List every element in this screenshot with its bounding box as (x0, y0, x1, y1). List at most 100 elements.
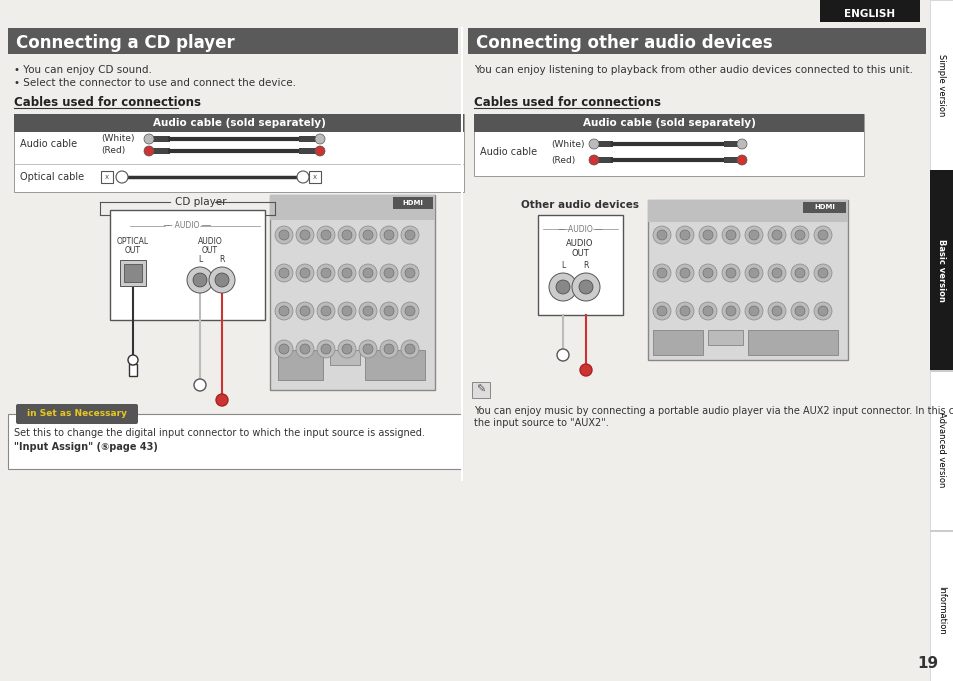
Circle shape (384, 306, 394, 316)
Circle shape (405, 306, 415, 316)
Text: ── AUDIO ──: ── AUDIO ── (163, 221, 211, 230)
Bar (110, 210, 265, 320)
Text: • Select the connector to use and connect the device.: • Select the connector to use and connec… (14, 78, 295, 88)
Circle shape (725, 230, 735, 240)
Bar (537, 215, 622, 315)
Text: Cables used for connections: Cables used for connections (474, 96, 660, 109)
Circle shape (144, 134, 153, 144)
Circle shape (320, 230, 331, 240)
Circle shape (679, 230, 689, 240)
Circle shape (379, 302, 397, 320)
Bar (468, 28, 925, 54)
Circle shape (556, 280, 569, 294)
Bar (129, 364, 137, 376)
Bar (474, 114, 863, 132)
Circle shape (548, 273, 577, 301)
Circle shape (400, 302, 418, 320)
Circle shape (299, 344, 310, 354)
Circle shape (128, 355, 138, 365)
Circle shape (790, 302, 808, 320)
Circle shape (657, 230, 666, 240)
Circle shape (405, 344, 415, 354)
Circle shape (721, 302, 740, 320)
Circle shape (209, 267, 234, 293)
Circle shape (702, 268, 712, 278)
Circle shape (679, 306, 689, 316)
Text: R: R (582, 261, 588, 270)
Circle shape (579, 364, 592, 376)
Circle shape (790, 226, 808, 244)
Circle shape (341, 268, 352, 278)
Circle shape (721, 226, 740, 244)
Circle shape (400, 226, 418, 244)
Text: x: x (313, 174, 316, 180)
Text: Advanced version: Advanced version (937, 412, 945, 488)
Circle shape (702, 306, 712, 316)
Text: Optical cable: Optical cable (20, 172, 84, 182)
Text: Audio cable: Audio cable (20, 139, 77, 149)
Bar (309, 171, 320, 183)
Text: ENGLISH: ENGLISH (843, 9, 895, 19)
Text: AUDIO: AUDIO (566, 238, 593, 247)
Circle shape (358, 302, 376, 320)
Circle shape (676, 264, 693, 282)
Circle shape (744, 226, 762, 244)
Circle shape (767, 302, 785, 320)
Bar (14, 114, 463, 132)
Circle shape (341, 306, 352, 316)
Text: OUT: OUT (202, 246, 218, 255)
Circle shape (358, 264, 376, 282)
Text: Other audio devices: Other audio devices (520, 200, 639, 210)
Circle shape (725, 268, 735, 278)
Bar (393, 197, 433, 209)
Text: Information: Information (937, 586, 945, 635)
Bar (277, 350, 323, 380)
Circle shape (794, 268, 804, 278)
Text: Connecting other audio devices: Connecting other audio devices (476, 34, 772, 52)
Circle shape (400, 340, 418, 358)
Circle shape (299, 306, 310, 316)
Bar (14, 114, 463, 192)
Bar (472, 382, 490, 398)
Bar (647, 200, 847, 222)
Bar (152, 136, 170, 142)
Bar (652, 330, 702, 355)
Circle shape (299, 230, 310, 240)
Circle shape (363, 268, 373, 278)
Bar (597, 141, 613, 147)
Circle shape (721, 264, 740, 282)
Circle shape (295, 264, 314, 282)
Bar (723, 157, 740, 163)
Circle shape (193, 379, 206, 391)
Circle shape (316, 226, 335, 244)
Circle shape (676, 226, 693, 244)
Text: 19: 19 (917, 656, 938, 671)
Circle shape (337, 264, 355, 282)
Circle shape (379, 340, 397, 358)
Circle shape (702, 230, 712, 240)
Circle shape (314, 134, 325, 144)
Text: (White): (White) (551, 140, 584, 148)
Text: HDMI: HDMI (402, 200, 423, 206)
Circle shape (337, 226, 355, 244)
Text: Audio cable (sold separately): Audio cable (sold separately) (582, 118, 755, 128)
Text: CD player: CD player (174, 197, 226, 207)
Circle shape (748, 268, 759, 278)
Circle shape (214, 273, 229, 287)
Circle shape (405, 268, 415, 278)
Circle shape (274, 340, 293, 358)
Bar (152, 148, 170, 154)
Circle shape (676, 302, 693, 320)
Circle shape (748, 306, 759, 316)
Circle shape (384, 268, 394, 278)
Circle shape (790, 264, 808, 282)
Text: Set this to change the digital input connector to which the input source is assi: Set this to change the digital input con… (14, 428, 424, 438)
Circle shape (363, 230, 373, 240)
Bar (747, 330, 837, 355)
Circle shape (657, 306, 666, 316)
Circle shape (337, 340, 355, 358)
Text: Simple version: Simple version (937, 54, 945, 116)
Text: Audio cable (sold separately): Audio cable (sold separately) (152, 118, 325, 128)
Circle shape (794, 230, 804, 240)
Circle shape (278, 268, 289, 278)
